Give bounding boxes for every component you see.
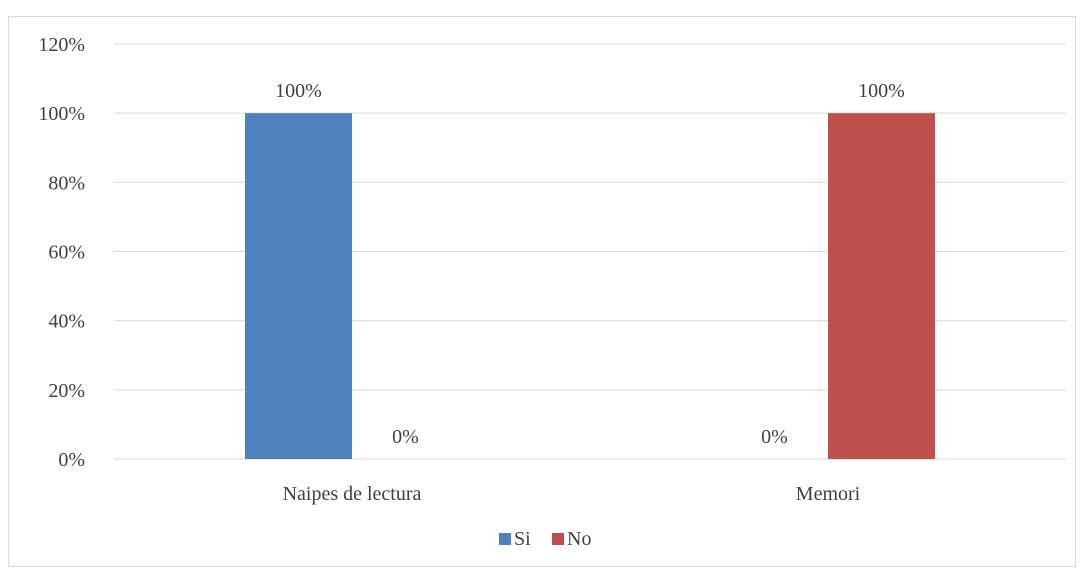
y-tick-label: 100% [38,103,85,125]
legend[interactable]: Si No [499,528,591,550]
y-tick-label: 0% [58,449,85,471]
y-tick-label: 20% [48,380,85,402]
legend-label-si: Si [514,528,531,550]
y-tick-label: 80% [48,172,85,194]
y-tick-label: 120% [38,34,85,56]
data-label: 0% [392,426,419,448]
x-axis-ticks: Naipes de lectura Memori [283,483,861,505]
x-tick-label: Naipes de lectura [283,483,422,505]
bar-si-0[interactable] [245,113,352,460]
data-label: 100% [275,80,322,102]
data-labels: 100% 0% 0% 100% [275,80,905,448]
legend-label-no: No [567,528,591,550]
x-tick-label: Memori [796,483,861,505]
legend-swatch-si [499,533,511,545]
bars [245,113,935,460]
data-label: 0% [761,426,788,448]
y-axis-ticks: 0% 20% 40% 60% 80% 100% 120% [38,34,85,471]
data-label: 100% [858,80,905,102]
legend-swatch-no [552,533,564,545]
y-tick-label: 60% [48,242,85,264]
y-tick-label: 40% [48,311,85,333]
bar-no-1[interactable] [828,113,935,460]
